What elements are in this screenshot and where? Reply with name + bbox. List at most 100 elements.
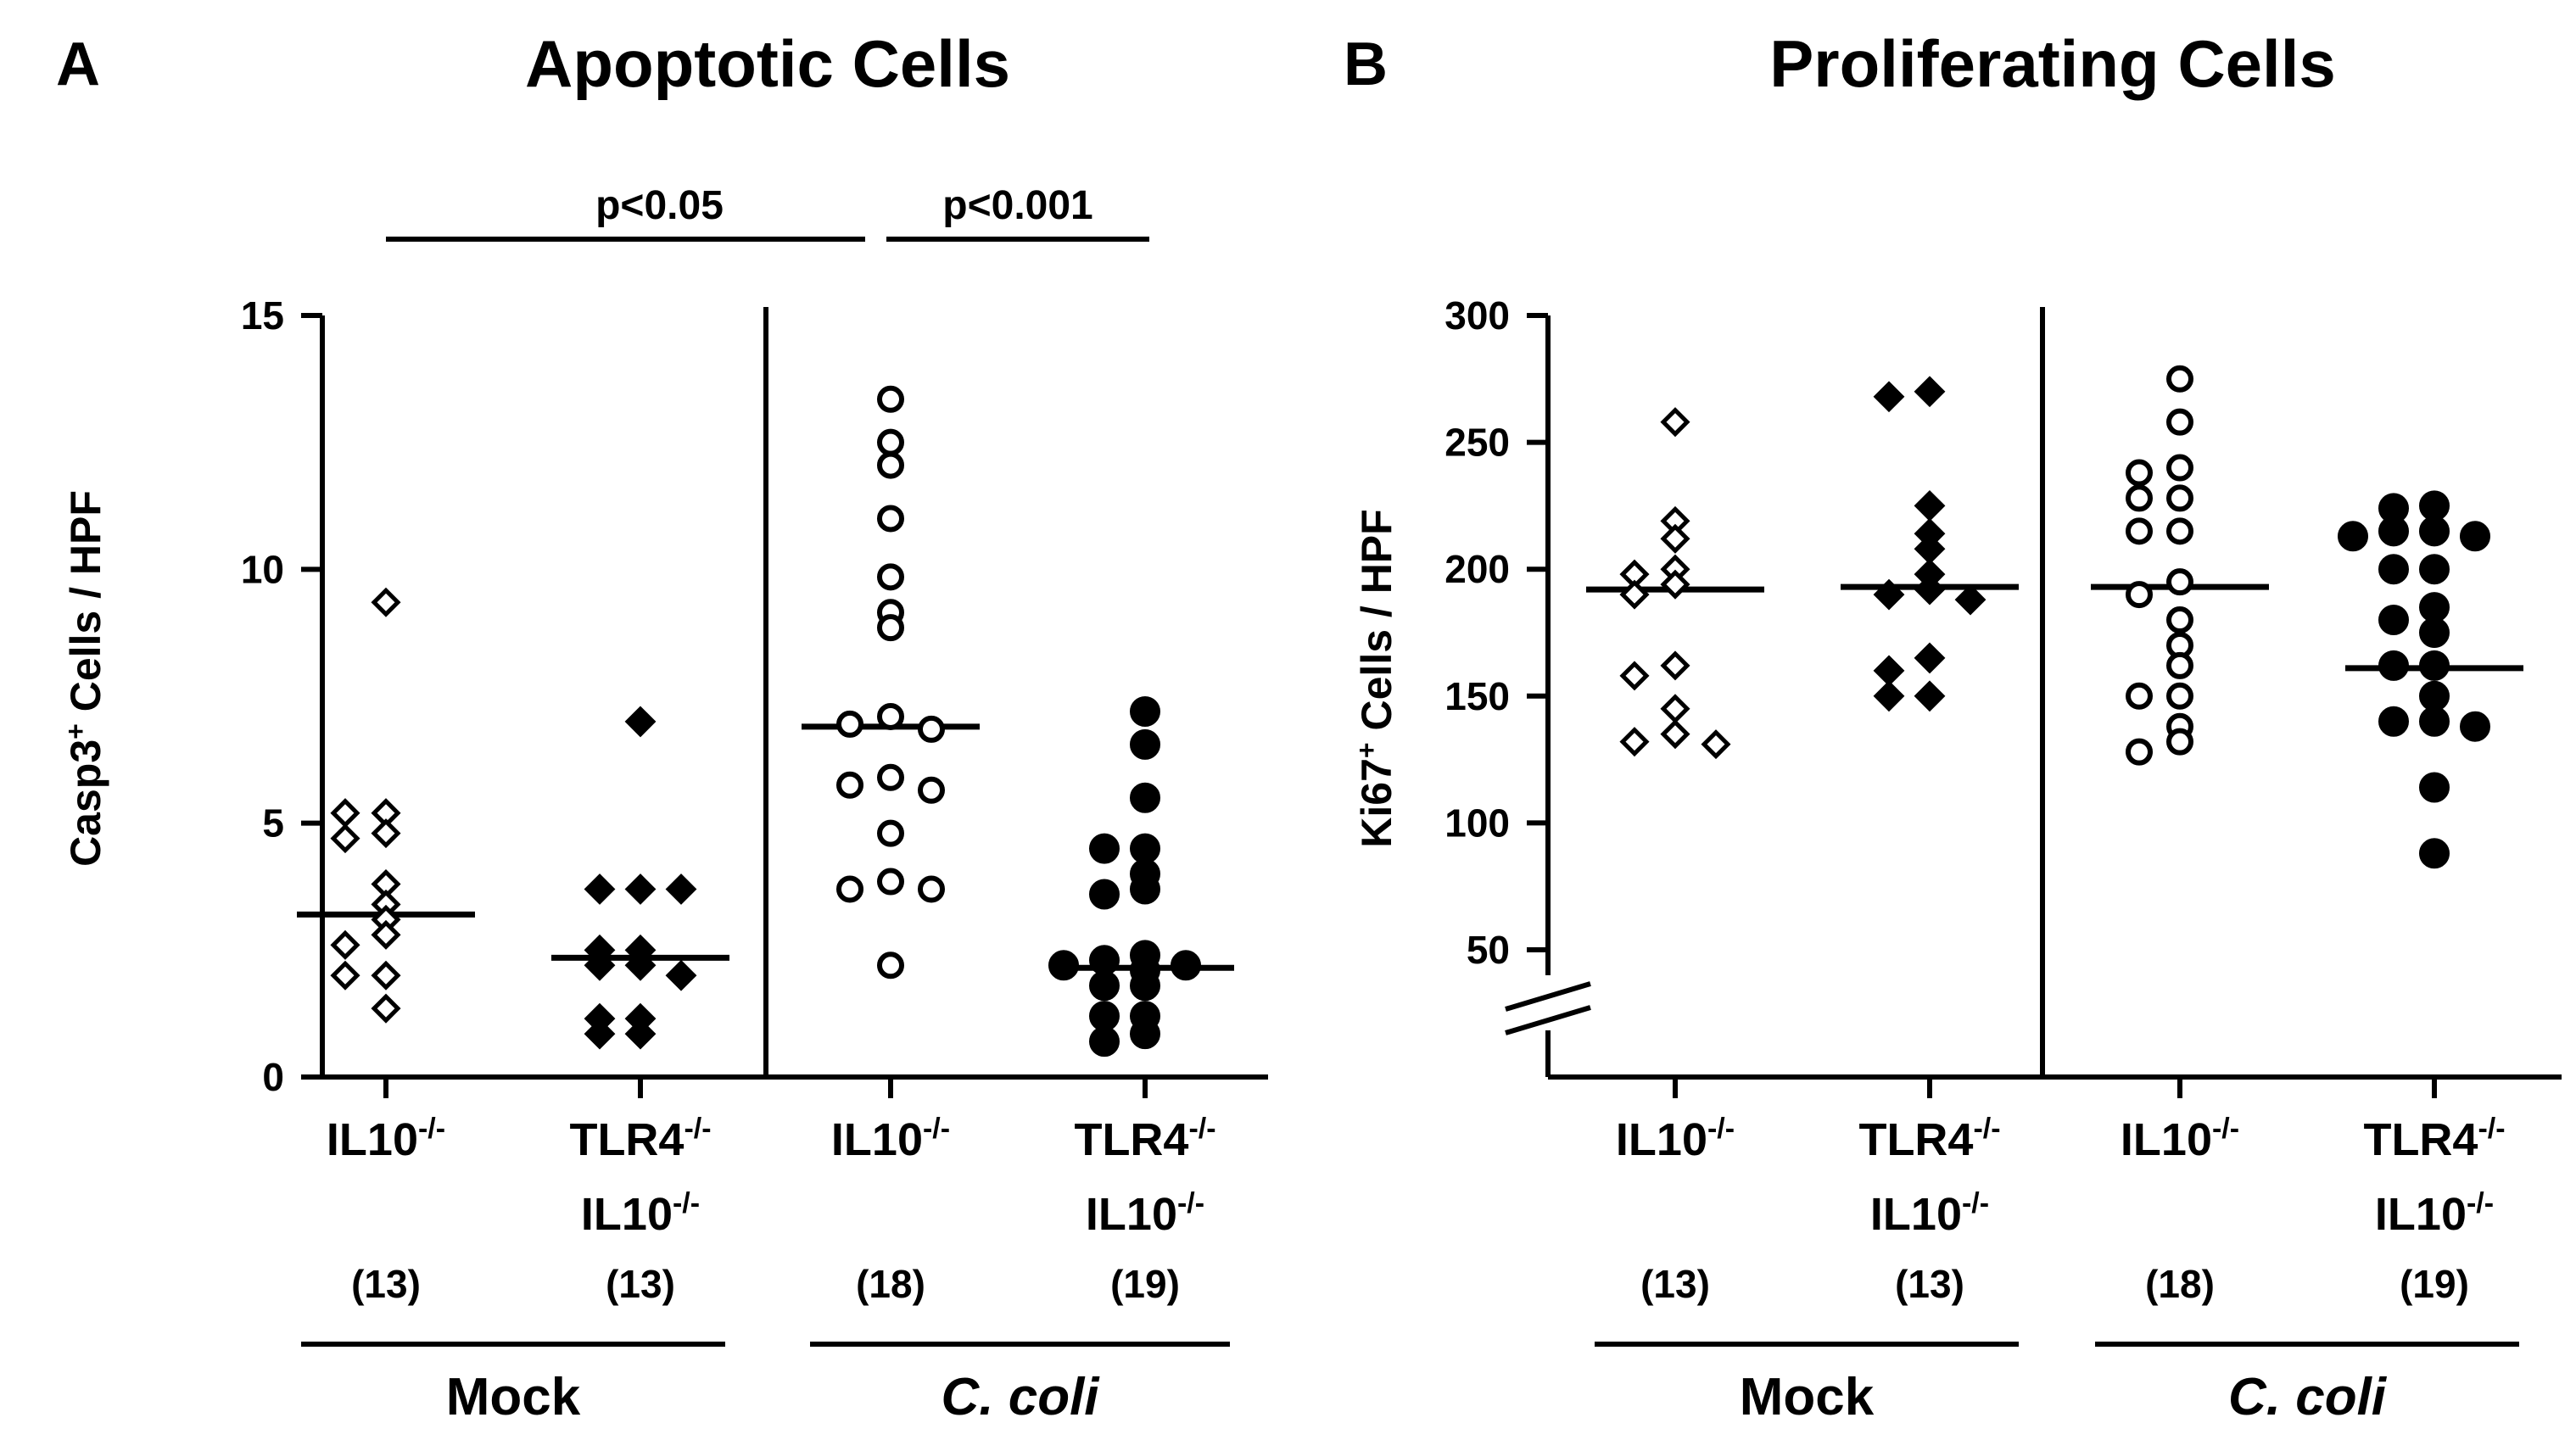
y-axis-label: Casp3+ Cells / HPF (60, 490, 109, 867)
x-tick-label: IL10-/- (831, 1113, 950, 1165)
panel-letter: B (1344, 31, 1388, 98)
data-point (877, 451, 904, 479)
significance: p<0.05 p<0.001 (386, 183, 1149, 242)
data-point (1130, 873, 1160, 905)
conditions: Mock C. coli (301, 1342, 1230, 1426)
data-point (1171, 950, 1201, 981)
data-point (877, 868, 904, 896)
data-point (330, 823, 360, 854)
data-point (1873, 680, 1905, 712)
group-n-label: (13) (1895, 1262, 1964, 1306)
data-point (2419, 838, 2450, 869)
data-point (2419, 772, 2450, 803)
data-point (2166, 517, 2193, 545)
data-point (1089, 1026, 1120, 1058)
x-labels: IL10-/- (13) TLR4-/- IL10-/- (13) IL10-/- (18)… (327, 1113, 1216, 1306)
data-point (584, 1018, 616, 1050)
data-point (2419, 516, 2450, 547)
data-point (624, 706, 657, 738)
data-point (371, 919, 401, 950)
data-point (1873, 578, 1905, 611)
significance-label: p<0.05 (595, 183, 724, 228)
y-tick-label: 50 (1467, 928, 1510, 972)
data-point (2419, 650, 2450, 681)
x-tick-label: TLR4-/- (2363, 1113, 2505, 1165)
data-point (2126, 738, 2153, 766)
data-point (1089, 945, 1120, 976)
group-n-label: (18) (2145, 1262, 2215, 1306)
data-point (2166, 568, 2193, 596)
chart-title: Proliferating Cells (1769, 26, 2336, 101)
data-point (1130, 1018, 1160, 1050)
x-tick-label: TLR4-/- (1074, 1113, 1215, 1165)
condition-label: Mock (1740, 1368, 1875, 1426)
data-point (371, 993, 401, 1024)
data-point (1914, 573, 1946, 606)
data-point (1954, 583, 1986, 616)
data-point (584, 949, 616, 981)
data-point (330, 960, 360, 991)
data-point (624, 873, 657, 905)
x-tick-label: IL10-/- (2121, 1113, 2239, 1165)
data-point (1089, 1001, 1120, 1032)
y-tick-label: 100 (1444, 801, 1510, 845)
data-point (2378, 706, 2409, 737)
y-tick-label: 150 (1444, 674, 1510, 718)
data-point (877, 385, 904, 413)
data-point (1089, 970, 1120, 1002)
data-point (1660, 694, 1690, 724)
points (330, 385, 1201, 1058)
data-point (584, 873, 616, 905)
data-point (2166, 682, 2193, 710)
data-point (1048, 950, 1079, 981)
data-point (371, 587, 401, 617)
data-point (371, 818, 401, 849)
condition-label: C. coli (941, 1368, 1100, 1426)
data-point (2166, 454, 2193, 482)
data-point (2419, 706, 2450, 737)
y-tick-label: 10 (241, 547, 284, 591)
data-point (1619, 727, 1650, 757)
group-n-label: (18) (856, 1262, 925, 1306)
data-point (1130, 833, 1160, 864)
group-n-label: (13) (351, 1262, 421, 1306)
conditions: Mock C. coli (1595, 1342, 2519, 1426)
data-point (877, 614, 904, 642)
panel-b: B Proliferating Cells Ki67+ Cells / HPF … (1344, 26, 2562, 1426)
data-point (918, 776, 945, 804)
chart-title: Apoptotic Cells (525, 26, 1010, 101)
data-point (2378, 605, 2409, 636)
data-point (1914, 489, 1946, 522)
data-point (1914, 642, 1946, 674)
data-point (877, 819, 904, 847)
data-point (2460, 521, 2490, 552)
axis-break-mark (1505, 981, 1591, 1012)
data-point (2126, 517, 2153, 545)
data-point (877, 763, 904, 791)
data-point (2126, 459, 2153, 487)
data-point (1914, 680, 1946, 712)
data-point (2419, 680, 2450, 712)
data-point (2126, 682, 2153, 710)
data-point (624, 949, 657, 981)
data-point (1873, 381, 1905, 413)
data-point (1619, 579, 1650, 610)
y-axis-label-base: Casp3 (62, 739, 109, 867)
x-tick-label: IL10-/- (1616, 1113, 1735, 1165)
x-tick-label: TLR4-/- (569, 1113, 711, 1165)
data-point (1089, 833, 1120, 864)
data-point (371, 960, 401, 991)
data-point (2126, 484, 2153, 512)
data-point (330, 929, 360, 960)
data-point (877, 505, 904, 533)
points (1619, 365, 2490, 869)
y-tick-label: 300 (1444, 293, 1510, 338)
axis-break-mark (1505, 1005, 1591, 1035)
data-point (1130, 728, 1160, 760)
condition-label: C. coli (2228, 1368, 2388, 1426)
x-tick-label-line2: IL10-/- (1086, 1187, 1204, 1240)
data-point (836, 875, 863, 903)
y-axis-label: Ki67+ Cells / HPF (1351, 509, 1400, 847)
data-point (1130, 970, 1160, 1002)
